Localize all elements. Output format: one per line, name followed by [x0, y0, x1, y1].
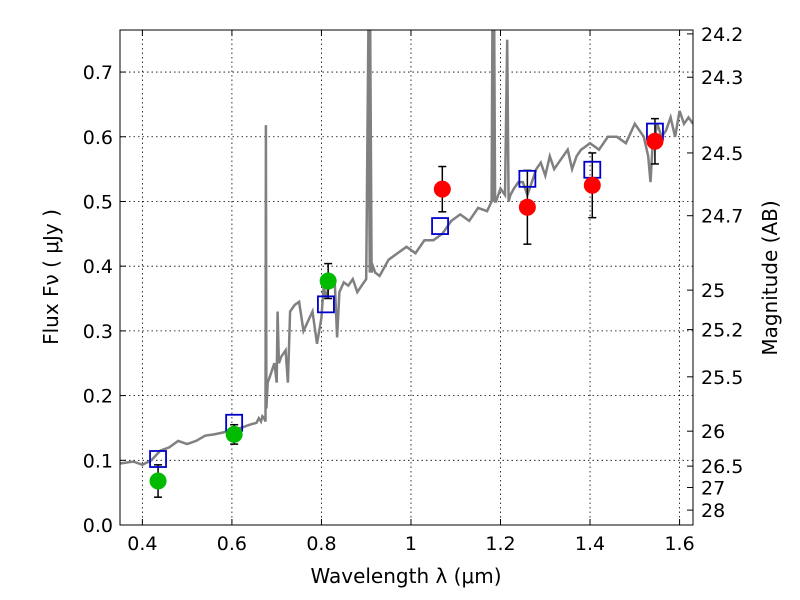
- model-photometry-square: [518, 169, 537, 188]
- y2-tick-label: 25: [701, 280, 725, 302]
- y-tick-label: 0.1: [83, 450, 113, 472]
- x-tick-label: 1: [405, 533, 417, 555]
- model-sed-line: [120, 30, 693, 467]
- observed-flux-point: [583, 176, 601, 194]
- y2-tick-label: 24.5: [701, 143, 743, 165]
- x-axis-title: Wavelength λ (μm): [310, 564, 501, 588]
- y2-tick-label: 25.2: [701, 320, 743, 342]
- y2-tick-label: 25.5: [701, 367, 743, 389]
- y-tick-label: 0.6: [83, 127, 113, 149]
- x-tick-label: 1.6: [664, 533, 694, 555]
- model-photometry-square: [431, 217, 449, 235]
- y-tick-label: 0.5: [83, 191, 113, 213]
- y2-axis-title: Magnitude (AB): [758, 200, 782, 355]
- x-tick-label: 1.4: [575, 533, 605, 555]
- y2-tick-label: 26: [701, 421, 725, 443]
- plot-frame: [119, 29, 694, 526]
- y2-tick-label: 26.5: [701, 456, 743, 478]
- y2-tick-label: 28: [701, 500, 725, 522]
- model-sed: [120, 30, 693, 467]
- y-tick-label: 0.0: [83, 515, 113, 537]
- y-tick-label: 0.7: [83, 62, 113, 84]
- observed-flux-point: [433, 180, 451, 198]
- y-axis-title: Flux Fν ( μJy ): [39, 209, 63, 345]
- y2-tick-label: 24.7: [701, 206, 743, 228]
- grid-lines: [120, 30, 693, 526]
- model-photometry-square: [149, 450, 167, 468]
- tick-labels: 0.4 0.6 0.8 1 1.2 1.4 1.6 0.0 0.1 0.2 0.3 0.4 0.5 0.6…: [83, 24, 744, 555]
- y2-tick-label: 24.3: [701, 67, 743, 89]
- axis-ticks: [120, 30, 693, 526]
- y-tick-label: 0.2: [83, 386, 113, 408]
- y2-tick-label: 27: [701, 477, 725, 499]
- x-tick-label: 1.2: [485, 533, 515, 555]
- y-tick-label: 0.4: [83, 256, 113, 278]
- model-photometry-square: [317, 295, 335, 314]
- observed-flux-point: [225, 425, 243, 443]
- data-points: [149, 122, 664, 490]
- x-tick-label: 0.8: [306, 533, 336, 555]
- y2-tick-label: 24.2: [701, 24, 743, 46]
- observed-flux-point: [149, 472, 167, 490]
- x-tick-label: 0.4: [127, 533, 157, 555]
- x-tick-label: 0.6: [217, 533, 247, 555]
- observed-flux-point: [518, 198, 536, 216]
- observed-flux-point: [646, 132, 664, 150]
- observed-flux-point: [319, 272, 337, 290]
- y-tick-label: 0.3: [83, 321, 113, 343]
